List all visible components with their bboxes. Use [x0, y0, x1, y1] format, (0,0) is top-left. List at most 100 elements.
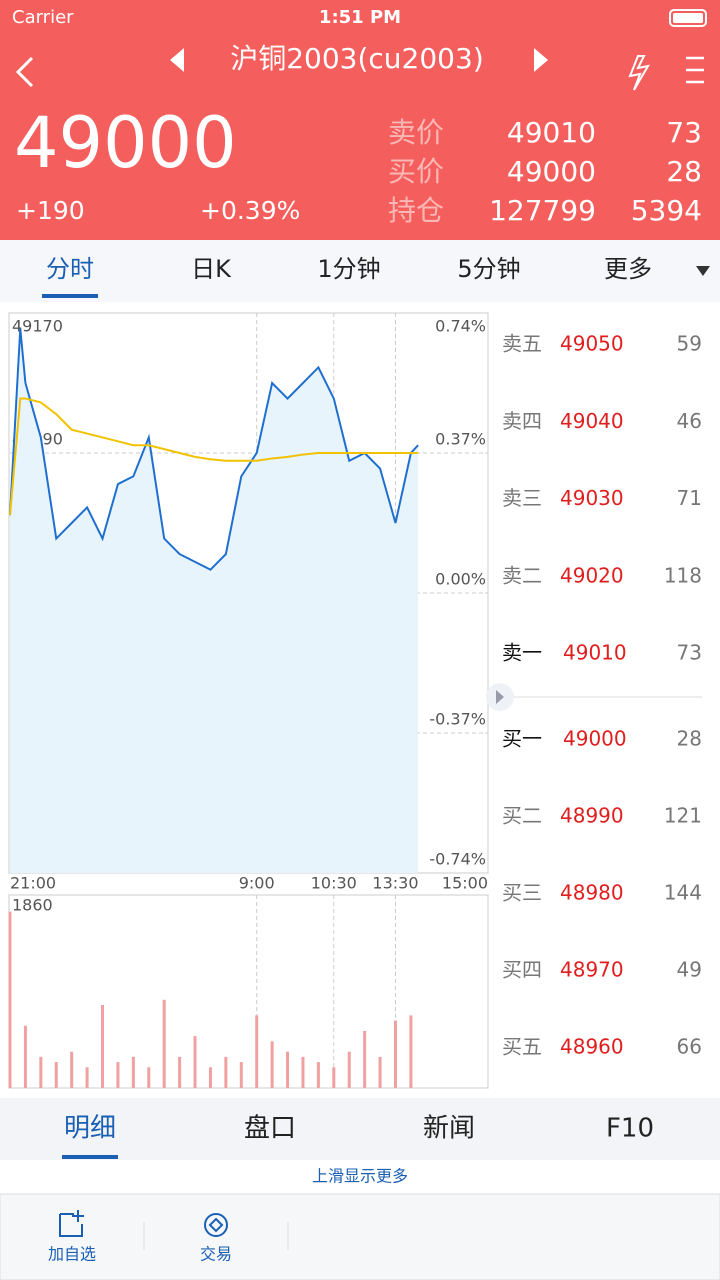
- book-label: 买三: [502, 881, 542, 905]
- quote-qty: 28: [666, 155, 702, 188]
- volume-bar: [332, 1067, 336, 1088]
- volume-bar: [101, 1004, 105, 1088]
- volume-bar: [301, 1056, 305, 1088]
- toolbar-item[interactable]: 交易: [200, 1245, 232, 1264]
- quote-value: 127799: [489, 194, 596, 227]
- volume-bar: [70, 1051, 74, 1088]
- change-pct: +0.39%: [200, 196, 300, 225]
- book-qty: 66: [677, 1035, 702, 1059]
- volume-chart-frame: [8, 894, 489, 1089]
- volume-bar: [131, 1056, 135, 1088]
- prev-contract[interactable]: [170, 48, 184, 72]
- trade-icon[interactable]: [204, 1213, 228, 1237]
- book-price: 48970: [560, 958, 624, 982]
- book-label: 卖四: [502, 409, 542, 433]
- book-qty: 59: [677, 332, 702, 356]
- bottom-tab[interactable]: 明细: [64, 1114, 116, 1144]
- book-price: 48990: [560, 804, 624, 828]
- volume-bar: [39, 1056, 43, 1088]
- book-label: 买一: [502, 727, 542, 751]
- volume-bar: [409, 1015, 413, 1088]
- next-contract[interactable]: [534, 48, 548, 72]
- x-tick-label: 10:30: [311, 874, 357, 893]
- volume-bar: [193, 1036, 197, 1088]
- tab[interactable]: 日K: [191, 255, 232, 283]
- battery: [669, 9, 707, 27]
- tab[interactable]: 5分钟: [457, 255, 520, 283]
- book-price: 49030: [560, 486, 624, 510]
- book-qty: 118: [664, 563, 702, 587]
- book-label: 买二: [502, 804, 542, 828]
- tab[interactable]: 1分钟: [317, 255, 380, 283]
- book-price: 49050: [560, 332, 624, 356]
- y2-tick-label: 0.37%: [435, 430, 486, 449]
- toggle-arrow: [496, 690, 504, 704]
- bottom-tab[interactable]: 盘口: [244, 1114, 296, 1144]
- book-label: 买五: [502, 1035, 542, 1059]
- volume-bar: [255, 1015, 259, 1088]
- change: +190: [16, 196, 85, 225]
- bottom-tab[interactable]: F10: [606, 1114, 654, 1144]
- volume-bar: [162, 999, 166, 1088]
- volume-bar: [347, 1051, 351, 1088]
- volume-bar: [178, 1056, 182, 1088]
- bottom-tab[interactable]: 新闻: [423, 1114, 475, 1144]
- book-qty: 121: [664, 804, 702, 828]
- add-icon[interactable]: [59, 1210, 84, 1237]
- y-tick-label: 1860: [12, 896, 53, 915]
- volume-bar: [147, 1067, 151, 1088]
- book-qty: 46: [677, 409, 702, 433]
- volume-bar: [393, 1020, 397, 1088]
- book-price: 49040: [560, 409, 624, 433]
- price-line: [9, 328, 419, 571]
- y2-tick-label: -0.37%: [429, 710, 486, 729]
- volume-bar: [224, 1056, 228, 1088]
- carrier: Carrier: [12, 7, 74, 28]
- average-line: [9, 397, 419, 516]
- book-label: 卖三: [502, 486, 542, 510]
- book-price: 48960: [560, 1035, 624, 1059]
- volume-bar: [23, 1025, 27, 1088]
- volume-bar: [286, 1051, 290, 1088]
- volume-bar: [378, 1056, 382, 1088]
- volume-bar: [270, 1041, 274, 1088]
- quote-value: 49000: [507, 155, 596, 188]
- price-area: [10, 328, 419, 873]
- x-tick-label: 21:00: [10, 874, 56, 893]
- hint: 上滑显示更多: [312, 1167, 408, 1186]
- book-label: 卖五: [502, 332, 542, 356]
- bottom-tab-bar: [0, 1098, 720, 1160]
- book-label: 卖二: [502, 563, 542, 587]
- toolbar: [0, 1193, 720, 1280]
- volume-bar: [316, 1062, 320, 1088]
- flash-icon[interactable]: [628, 55, 650, 91]
- toolbar-item[interactable]: 加自选: [48, 1245, 96, 1264]
- tab[interactable]: 分时: [46, 255, 94, 283]
- book-qty: 71: [677, 486, 702, 510]
- volume-bar: [54, 1062, 58, 1088]
- quote-value: 49010: [507, 116, 596, 149]
- y2-tick-label: 0.74%: [435, 317, 486, 336]
- book-price: 49010: [563, 641, 627, 665]
- header-bg: [0, 0, 720, 240]
- y2-tick-label: -0.74%: [429, 850, 486, 869]
- last-price: 49000: [14, 102, 237, 184]
- back-button[interactable]: [15, 56, 34, 88]
- tab[interactable]: 更多: [604, 255, 652, 283]
- tab-bar: [0, 240, 720, 302]
- book-qty: 28: [677, 727, 702, 751]
- volume-bar: [208, 1067, 212, 1088]
- quote-label: 卖价: [388, 116, 444, 149]
- y2-tick-label: 0.00%: [435, 570, 486, 589]
- more-arrow[interactable]: [696, 266, 710, 276]
- quote-label: 持仓: [388, 194, 444, 227]
- battery-level: [673, 13, 703, 23]
- book-qty: 144: [664, 881, 702, 905]
- trade-icon-inner: [208, 1217, 224, 1233]
- x-tick-label: 13:30: [372, 874, 418, 893]
- y-tick-label: 49170: [12, 317, 63, 336]
- menu-icon[interactable]: [686, 56, 704, 84]
- book-price: 49020: [560, 563, 624, 587]
- quote-qty: 5394: [631, 194, 702, 227]
